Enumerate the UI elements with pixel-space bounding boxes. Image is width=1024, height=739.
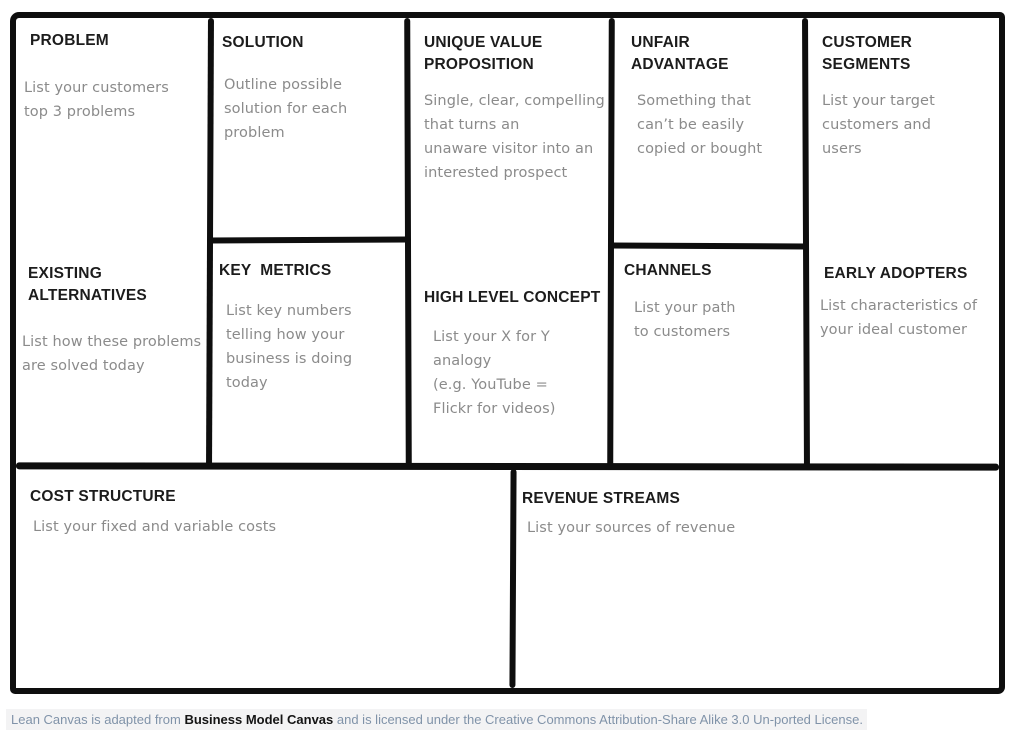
high-level-concept-title: HIGH LEVEL CONCEPT — [424, 289, 601, 306]
customer-segments-title: CUSTOMER SEGMENTS — [822, 34, 913, 73]
business-model-canvas-link[interactable]: Business Model Canvas — [184, 712, 334, 727]
grid-line-cost-revenue — [509, 468, 517, 689]
unique-value-proposition-placeholder: Single, clear, compelling that turns an … — [424, 93, 605, 181]
section-customer-segments: CUSTOMER SEGMENTS List your target custo… — [822, 32, 994, 161]
high-level-concept-placeholder: List your X for Y analogy (e.g. YouTube … — [433, 329, 556, 417]
early-adopters-placeholder: List characteristics of your ideal custo… — [820, 298, 978, 338]
cost-structure-placeholder: List your fixed and variable costs — [33, 519, 277, 535]
license-footer: Lean Canvas is adapted from Business Mod… — [6, 709, 867, 730]
channels-placeholder: List your path to customers — [634, 300, 736, 340]
section-unique-value-proposition: UNIQUE VALUE PROPOSITION Single, clear, … — [424, 32, 606, 185]
key-metrics-title: KEY METRICS — [219, 262, 332, 279]
license-text-suffix: and is licensed under the Creative Commo… — [333, 712, 863, 727]
early-adopters-title: EARLY ADOPTERS — [824, 265, 968, 282]
existing-alternatives-title: EXISTING ALTERNATIVES — [28, 265, 147, 304]
grid-line-main-horizontal — [15, 462, 1000, 471]
section-early-adopters: EARLY ADOPTERS List characteristics of y… — [820, 263, 996, 342]
revenue-streams-placeholder: List your sources of revenue — [527, 520, 736, 536]
section-solution: SOLUTION Outline possible solution for e… — [222, 32, 400, 145]
grid-line-unfair-channels — [607, 242, 810, 250]
section-channels: CHANNELS List your path to customers — [624, 260, 799, 344]
revenue-streams-title: REVENUE STREAMS — [522, 490, 681, 507]
solution-title: SOLUTION — [222, 34, 304, 51]
section-unfair-advantage: UNFAIR ADVANTAGE Something that can’t be… — [631, 32, 799, 161]
solution-placeholder: Outline possible solution for each probl… — [224, 77, 348, 141]
problem-placeholder: List your customers top 3 problems — [24, 80, 169, 120]
existing-alternatives-placeholder: List how these problems are solved today — [22, 334, 202, 374]
cost-structure-title: COST STRUCTURE — [30, 488, 176, 505]
key-metrics-placeholder: List key numbers telling how your busine… — [226, 303, 353, 391]
unique-value-proposition-title: UNIQUE VALUE PROPOSITION — [424, 34, 543, 73]
section-revenue-streams: REVENUE STREAMS List your sources of rev… — [522, 488, 982, 540]
section-existing-alternatives: EXISTING ALTERNATIVES List how these pro… — [22, 263, 208, 378]
channels-title: CHANNELS — [624, 262, 712, 279]
license-text-prefix: Lean Canvas is adapted from — [11, 712, 185, 727]
lean-canvas-board: PROBLEM List your customers top 3 proble… — [10, 12, 1005, 694]
section-cost-structure: COST STRUCTURE List your fixed and varia… — [30, 486, 500, 539]
grid-line-vertical-2 — [404, 17, 412, 469]
customer-segments-placeholder: List your target customers and users — [822, 93, 935, 157]
problem-title: PROBLEM — [30, 32, 109, 49]
unfair-advantage-title: UNFAIR ADVANTAGE — [631, 34, 729, 73]
section-problem: PROBLEM List your customers top 3 proble… — [24, 30, 206, 124]
section-key-metrics: KEY METRICS List key numbers telling how… — [219, 260, 399, 395]
unfair-advantage-placeholder: Something that can’t be easily copied or… — [637, 93, 763, 157]
section-high-level-concept: HIGH LEVEL CONCEPT List your X for Y ana… — [424, 287, 606, 421]
grid-line-solution-keymetrics — [206, 236, 412, 244]
